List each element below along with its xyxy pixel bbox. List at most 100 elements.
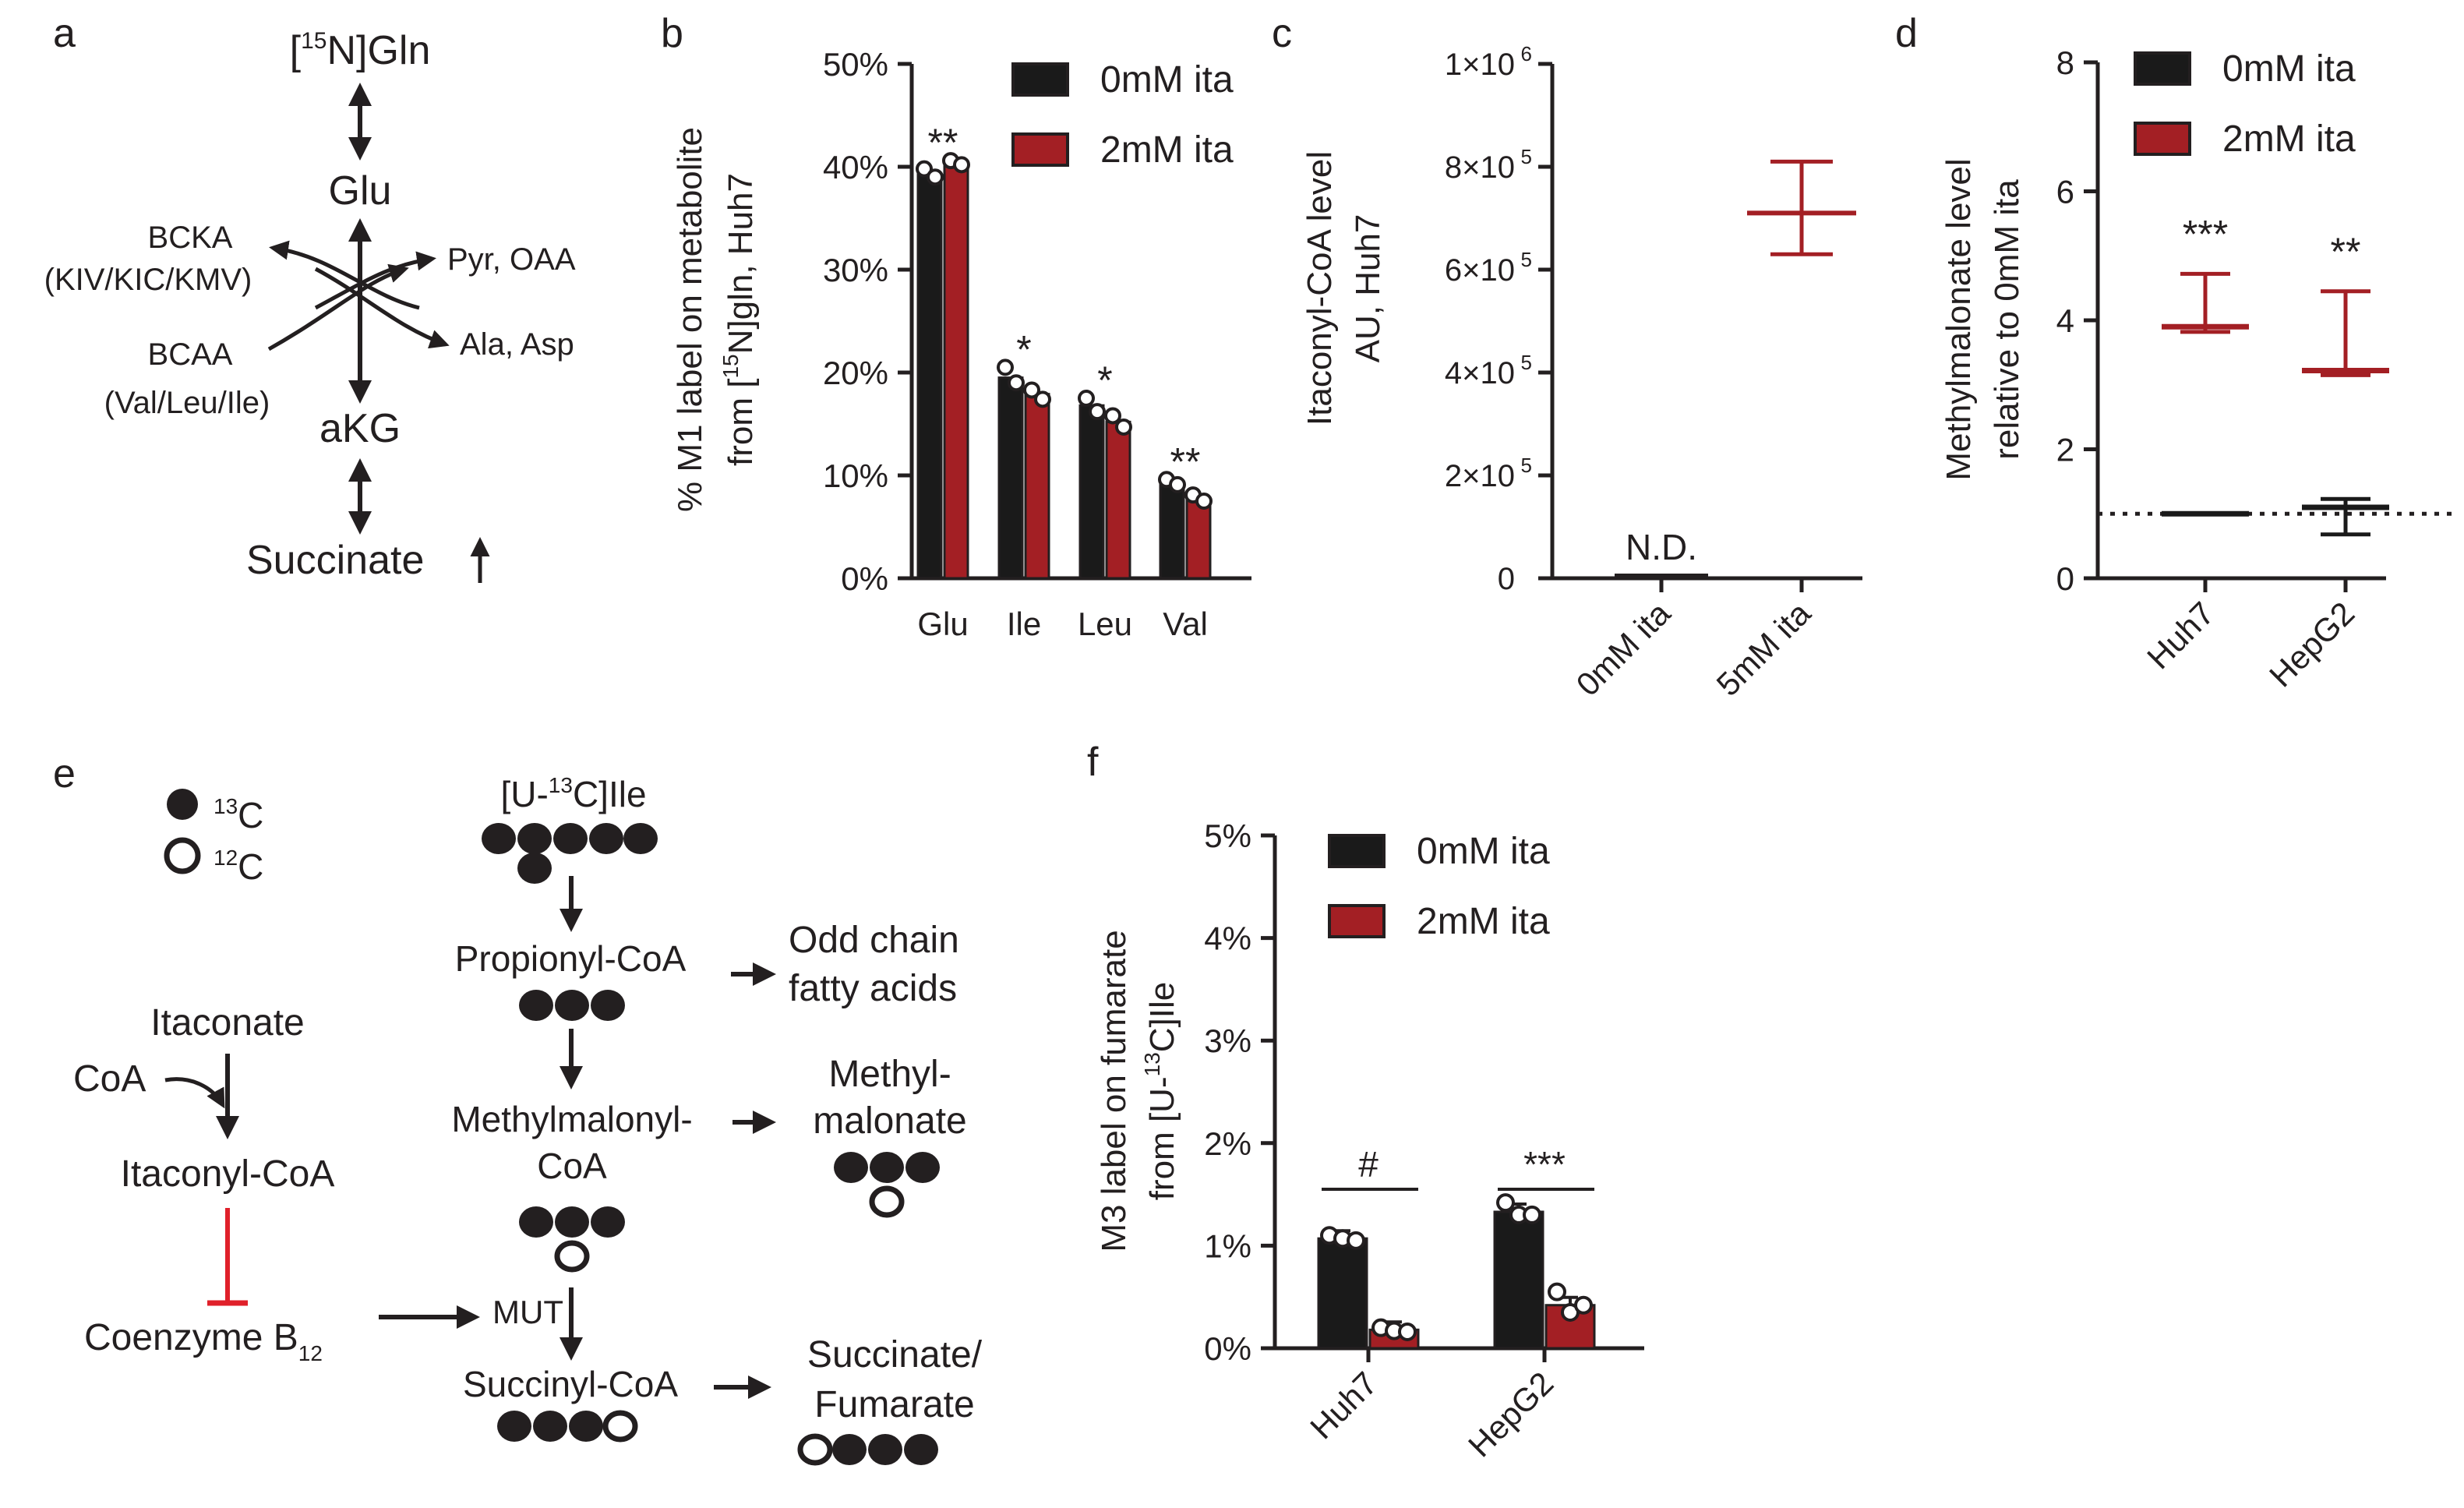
d-y-label-2: relative to 0mM ita	[1988, 179, 2026, 460]
b-data-point	[1169, 475, 1186, 493]
panel-label-c: c	[1272, 11, 1292, 56]
coenzyme-b12-label: Coenzyme B12	[84, 1317, 323, 1365]
legend-12c-label: 12C	[214, 846, 263, 887]
panel-label-d: d	[1895, 11, 1918, 56]
b-data-point	[927, 168, 944, 186]
panel-e-pathway: 13C 12C [U-13C]Ile Propionyl-CoA Odd cha…	[73, 773, 983, 1466]
panel-label-f: f	[1087, 740, 1099, 785]
b-data-point	[997, 358, 1014, 376]
succinyl-carbons	[497, 1410, 638, 1443]
panel-label-e: e	[53, 751, 76, 796]
b-data-point	[1195, 493, 1213, 510]
panel-c-chart: 0 2×10 5 4×10 5 6×10 5 8×10 5 1×10 6 0mM ita 5mM it…	[1301, 42, 1862, 703]
b-data-point	[1078, 390, 1095, 407]
f-y-tick-label: 4%	[1204, 920, 1251, 957]
b-data-point	[1023, 381, 1040, 399]
succinate-fumarate-label-2: Fumarate	[814, 1384, 974, 1425]
b-y-label-2: from [15N]gln, Huh7	[718, 173, 760, 466]
b-legend-label-0mm: 0mM ita	[1100, 59, 1234, 101]
c-y-tick-exponent: 5	[1521, 145, 1532, 168]
ile-tracer-label: [U-13C]Ile	[500, 773, 646, 814]
pyr-oaa-curve	[314, 251, 436, 310]
b-bar-2mm	[943, 161, 969, 580]
c-y-ticks: 0 2×10 5 4×10 5 6×10 5 8×10 5 1×10 6	[1445, 42, 1552, 596]
f-bars: # Huh7 *** HepG2	[1303, 1144, 1596, 1464]
f-x-tick-label: Huh7	[1303, 1365, 1384, 1446]
c-y-label-2: AU, Huh7	[1349, 214, 1387, 363]
gln-label: [15N]Gln	[290, 28, 431, 73]
b-significance-label: *	[1016, 327, 1031, 371]
b-y-tick-label: 0%	[841, 560, 888, 597]
b-bar-0mm	[997, 376, 1024, 580]
ala-asp-label: Ala, Asp	[460, 327, 574, 362]
f-y-tick-label: 3%	[1204, 1022, 1251, 1059]
c-y-tick-label: 1×10	[1445, 48, 1515, 82]
c-y-tick-label: 4×10	[1445, 356, 1515, 390]
f-data-point	[1574, 1295, 1593, 1315]
d-legend-label-0mm: 0mM ita	[2222, 48, 2356, 90]
itaconate-label: Itaconate	[150, 1002, 304, 1044]
odd-chain-label: Odd chain	[789, 920, 959, 961]
bcka-transaminase-curve	[269, 240, 420, 310]
ile-carbons	[482, 823, 658, 884]
coa-label: CoA	[73, 1058, 146, 1100]
d-legend-label-2mm: 2mM ita	[2222, 118, 2356, 160]
f-legend-swatch-2mm	[1328, 904, 1386, 938]
d-y-tick-label: 2	[2056, 432, 2074, 468]
c-y-tick-exponent: 5	[1521, 454, 1532, 477]
fumarate-carbons	[797, 1433, 938, 1466]
fatty-acids-label: fatty acids	[789, 968, 957, 1009]
d-y-tick-label: 4	[2056, 302, 2074, 339]
b-y-tick-label: 40%	[823, 149, 888, 185]
f-bar-0mm	[1317, 1237, 1368, 1350]
akg-label: aKG	[319, 406, 401, 451]
f-significance-label: #	[1358, 1144, 1378, 1185]
b-bar-2mm	[1105, 420, 1131, 580]
coa-join-curve	[164, 1077, 225, 1109]
c-y-tick-exponent: 5	[1521, 351, 1532, 374]
f-legend-swatch-0mm	[1328, 834, 1386, 868]
c-y-tick-label: 0	[1498, 562, 1515, 596]
b-y-tick-label: 10%	[823, 457, 888, 494]
b-y-tick-label: 30%	[823, 252, 888, 288]
bcaa-transaminase-curve	[267, 263, 409, 351]
c-y-tick-label: 8×10	[1445, 150, 1515, 185]
d-y-tick-label: 6	[2056, 174, 2074, 210]
b-data-point	[1034, 390, 1051, 408]
d-significance-label: **	[2331, 230, 2361, 274]
methylmalonyl-carbons	[519, 1206, 625, 1273]
methylmalonate-label-2: malonate	[813, 1100, 966, 1142]
b-legend-swatch-2mm	[1011, 132, 1069, 167]
b-y-ticks: 0% 10% 20% 30% 40% 50%	[823, 46, 912, 597]
bcaa-label: BCAA	[148, 337, 233, 372]
d-legend-swatch-2mm	[2134, 122, 2191, 156]
panel-label-b: b	[661, 11, 683, 56]
f-data-point	[1398, 1322, 1417, 1341]
d-y-tick-label: 8	[2056, 44, 2074, 81]
panel-label-a: a	[53, 11, 76, 56]
b-legend-swatch-0mm	[1011, 62, 1069, 97]
pyr-oaa-label: Pyr, OAA	[447, 242, 576, 277]
panel-b-chart: 0% 10% 20% 30% 40% 50% ** Glu * Ile * Leu ** Val % M…	[671, 46, 1251, 642]
f-legend-label-0mm: 0mM ita	[1417, 831, 1550, 872]
d-y-tick-label: 0	[2056, 560, 2074, 597]
f-data-point	[1347, 1231, 1365, 1250]
c-y-tick-label: 6×10	[1445, 253, 1515, 288]
f-y-tick-label: 2%	[1204, 1125, 1251, 1162]
ala-asp-curve	[314, 267, 450, 349]
panel-a-pathway: [15N]Gln Glu BCKA (KIV/KIC/KMV) BCAA (Va…	[44, 28, 576, 583]
bcka-label: BCKA	[148, 221, 233, 255]
f-y-ticks: 0% 1% 2% 3% 4% 5%	[1204, 818, 1275, 1367]
f-data-point	[1496, 1193, 1515, 1213]
b-bar-0mm	[1159, 481, 1185, 580]
methylmalonate-label-1: Methyl-	[828, 1054, 951, 1095]
b-legend-label-2mm: 2mM ita	[1100, 129, 1234, 171]
f-data-point	[1523, 1205, 1541, 1224]
b-x-tick-label: Leu	[1078, 606, 1132, 642]
b-bars: ** Glu * Ile * Leu ** Val	[916, 121, 1213, 642]
c-marks: 0mM ita 5mM ita	[1569, 159, 1856, 703]
legend-13c-dot	[167, 789, 198, 820]
b-data-point	[1089, 403, 1106, 421]
succinate-fumarate-label-1: Succinate/	[807, 1334, 983, 1376]
